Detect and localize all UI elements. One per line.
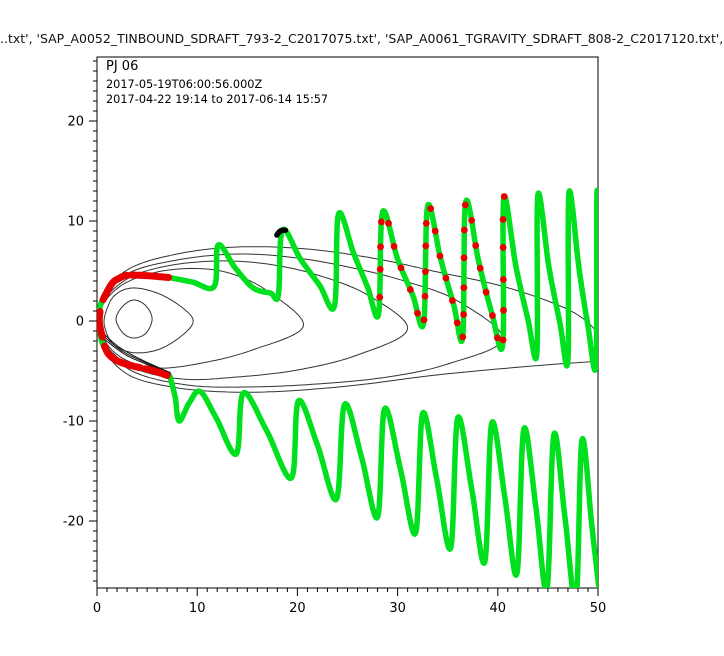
x-tick-label: 0 <box>93 601 101 616</box>
x-tick-label: 20 <box>289 601 306 616</box>
red-dot <box>422 268 429 276</box>
red-dot <box>385 219 392 227</box>
red-dot <box>460 254 468 262</box>
red-dot <box>377 243 384 251</box>
red-dot <box>422 219 430 227</box>
red-dot <box>377 218 385 226</box>
red-dot <box>460 284 468 292</box>
x-tick-label: 30 <box>389 601 406 616</box>
red-dot <box>489 312 496 319</box>
red-dot <box>453 319 461 327</box>
red-dot <box>422 242 430 250</box>
trajectory-red-segment <box>142 365 171 379</box>
y-axis-ticks <box>89 60 97 582</box>
red-dot <box>499 216 507 223</box>
plot-area <box>97 187 598 588</box>
red-dot <box>461 201 469 209</box>
red-dot <box>397 264 405 272</box>
axis-tick-labels: 0 10 20 30 40 50 -20 -10 0 10 20 <box>63 115 607 617</box>
red-dot <box>406 286 414 293</box>
trajectory-red-segment <box>97 308 106 341</box>
trajectory-outbound <box>166 187 598 373</box>
red-dot <box>427 205 435 213</box>
red-dot <box>493 334 501 342</box>
y-tick-label: -20 <box>63 515 84 530</box>
red-dot <box>460 311 468 318</box>
trajectory-red-segment <box>101 342 145 372</box>
red-dot <box>499 336 507 344</box>
x-tick-label: 40 <box>490 601 507 616</box>
annotation-timestamp: 2017-05-19T06:00:56.000Z <box>106 77 263 91</box>
red-dot <box>476 264 484 272</box>
trajectory-inbound <box>167 374 598 588</box>
plot-annotation: PJ 06 2017-05-19T06:00:56.000Z 2017-04-2… <box>106 59 329 106</box>
red-dots <box>376 193 508 344</box>
red-dot <box>500 193 508 200</box>
x-tick-label: 50 <box>590 601 607 616</box>
annotation-timerange: 2017-04-22 19:14 to 2017-06-14 15:57 <box>106 92 329 106</box>
field-line <box>103 335 172 374</box>
trajectory-red-segment <box>127 271 173 281</box>
annotation-perijove-label: PJ 06 <box>106 59 139 74</box>
red-dot <box>499 244 507 251</box>
figure-title: ..txt', 'SAP_A0052_TINBOUND_SDRAFT_793-2… <box>0 31 724 46</box>
red-dot <box>376 293 384 301</box>
trajectory-pre-window-cap <box>274 227 289 238</box>
contour-line <box>115 299 153 339</box>
trajectory-red-segment <box>99 271 131 303</box>
red-dot <box>472 242 480 249</box>
red-dot <box>376 265 384 273</box>
y-tick-label: 10 <box>67 215 84 230</box>
y-tick-label: 20 <box>67 115 84 130</box>
red-dot <box>482 288 490 296</box>
y-tick-label: 0 <box>76 315 84 330</box>
red-dot <box>468 216 476 224</box>
red-dot <box>442 274 450 282</box>
contour-line <box>103 287 194 354</box>
red-dot <box>436 252 444 260</box>
red-dot <box>431 227 439 235</box>
field-line <box>102 332 171 373</box>
red-dot <box>414 309 421 317</box>
x-axis-ticks <box>96 588 599 596</box>
red-dot <box>460 226 468 234</box>
red-dot <box>449 297 456 304</box>
x-tick-label: 10 <box>189 601 206 616</box>
red-dot <box>499 276 507 283</box>
red-dot <box>421 292 429 300</box>
red-dot <box>500 306 507 314</box>
contour-line <box>99 267 304 369</box>
red-dot <box>390 243 398 250</box>
red-dot <box>459 333 467 341</box>
y-tick-label: -10 <box>63 415 84 430</box>
red-dot <box>420 316 428 324</box>
